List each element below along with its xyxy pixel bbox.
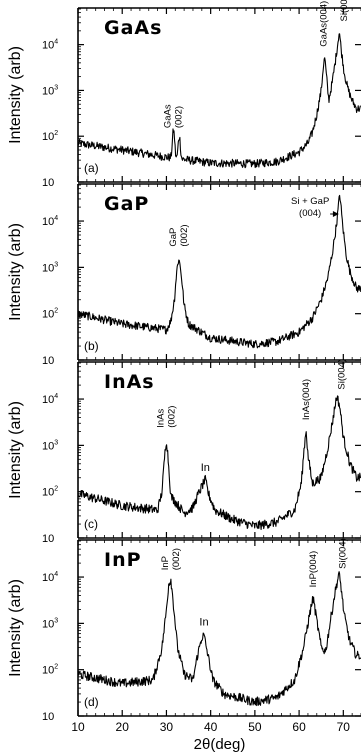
y-tick-label: 103 (42, 261, 58, 274)
y-axis-label: Intensity (arb) (7, 579, 24, 677)
x-tick-label: 70 (337, 720, 351, 734)
y-tick-label: 104 (42, 393, 58, 406)
x-tick-label: 40 (204, 720, 218, 734)
y-tick-label: 102 (42, 308, 58, 321)
peak-annotation: GaAs(004) (318, 1, 329, 47)
y-tick-label: 10 (42, 355, 54, 367)
diffraction-curve (77, 395, 361, 531)
diffraction-curve (77, 571, 361, 707)
diffraction-curve (77, 33, 361, 169)
peak-annotation: (004) (299, 208, 321, 219)
y-tick-label: 102 (42, 130, 58, 143)
peak-annotation: Si(004) (339, 0, 350, 22)
panel-letter: (b) (84, 339, 99, 353)
y-tick-label: 10 (42, 533, 54, 545)
y-axis-label: Intensity (arb) (7, 46, 24, 144)
panel-letter: (a) (84, 161, 99, 175)
y-axis-label: Intensity (arb) (7, 401, 24, 499)
peak-annotation: InP(004) (308, 551, 319, 587)
x-axis-label: 2θ(deg) (194, 736, 246, 753)
x-tick-label: 60 (292, 720, 306, 734)
y-tick-label: 103 (42, 439, 58, 452)
y-tick-label: 10 (42, 177, 54, 189)
y-tick-label: 104 (42, 39, 58, 52)
x-tick-label: 50 (248, 720, 262, 734)
y-tick-label: 103 (42, 617, 58, 630)
y-tick-label: 102 (42, 664, 58, 677)
y-tick-label: 104 (42, 571, 58, 584)
peak-annotation: In (201, 462, 210, 474)
x-tick-label: 30 (160, 720, 174, 734)
peak-annotation: Si(004) (337, 359, 348, 390)
peak-annotation: InAs(002) (155, 406, 177, 428)
peak-annotation: InAs(004) (301, 379, 312, 420)
peak-annotation: GaP(002) (168, 224, 190, 246)
panel-title: GaP (104, 193, 149, 215)
diffraction-curve (77, 194, 361, 349)
annotation-arrowhead (332, 211, 339, 217)
panel-letter: (d) (84, 695, 99, 709)
y-axis-label: Intensity (arb) (7, 223, 24, 321)
panel-title: InAs (104, 371, 155, 393)
peak-annotation: GaAs(002) (163, 104, 185, 128)
peak-annotation: InP(002) (160, 548, 182, 570)
x-tick-label: 20 (116, 720, 130, 734)
panel-title: GaAs (104, 17, 162, 39)
x-tick-label: 10 (71, 720, 85, 734)
panel-letter: (c) (84, 517, 98, 531)
peak-annotation: Si + GaP (291, 196, 329, 207)
y-tick-label: 10 (42, 711, 54, 723)
y-tick-label: 104 (42, 215, 58, 228)
peak-annotation: Si(004) (337, 538, 348, 569)
panel-title: InP (104, 549, 142, 571)
y-tick-label: 102 (42, 486, 58, 499)
peak-annotation: In (199, 616, 208, 628)
y-tick-label: 103 (42, 84, 58, 97)
